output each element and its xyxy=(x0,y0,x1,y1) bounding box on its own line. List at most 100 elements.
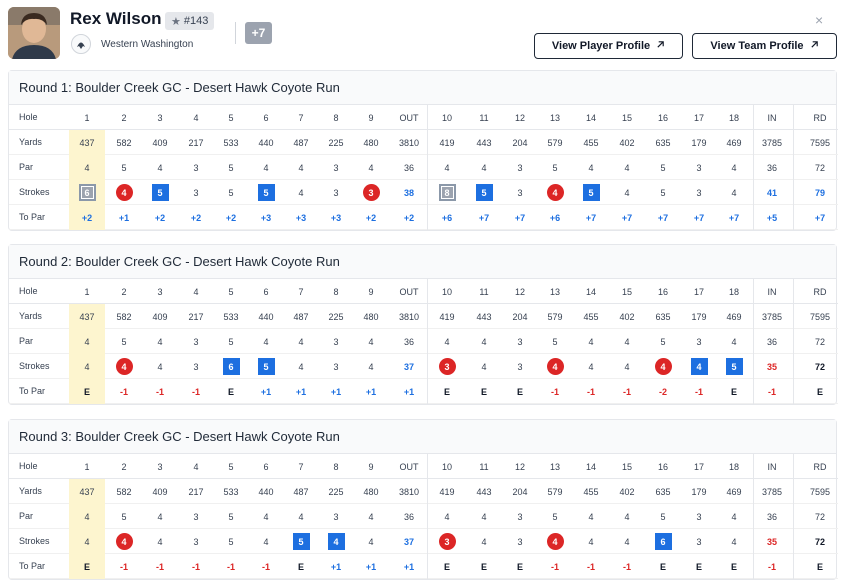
yards-value: 440 xyxy=(258,137,274,148)
hole-value: 3 xyxy=(157,286,163,297)
score-cell: 419 xyxy=(429,130,465,155)
to-par-value: +1 xyxy=(403,386,415,397)
score-cell: -1 xyxy=(178,379,214,404)
hole-value: 8 xyxy=(333,461,339,472)
score-cell: 12 xyxy=(502,105,538,130)
score-cell: -1 xyxy=(142,554,178,579)
score-cell: +7 xyxy=(466,205,502,230)
more-badge[interactable]: +7 xyxy=(245,22,272,44)
yards-value: 225 xyxy=(328,311,344,322)
to-par-value: +7 xyxy=(693,212,705,223)
yards-value: 437 xyxy=(79,486,95,497)
column-separator xyxy=(753,105,754,230)
to-par-value: -1 xyxy=(622,386,631,397)
score-cell: 440 xyxy=(248,304,284,329)
par-label: Par xyxy=(19,511,34,521)
par-value: 4 xyxy=(731,162,737,173)
stroke-value: 4 xyxy=(298,361,304,372)
close-icon[interactable]: × xyxy=(815,12,824,28)
rank-badge: ★ #143 xyxy=(165,12,215,30)
player-avatar xyxy=(8,7,60,59)
round-title: Round 3: Boulder Creek GC - Desert Hawk … xyxy=(9,420,836,454)
hole-value: IN xyxy=(767,461,777,472)
par-value: 5 xyxy=(660,511,666,522)
score-cell: OUT xyxy=(391,105,427,130)
to-par-value: +1 xyxy=(118,212,130,223)
score-cell: 36 xyxy=(391,155,427,180)
score-cell: +7 xyxy=(681,205,717,230)
score-cell: 12 xyxy=(502,279,538,304)
par-value: 4 xyxy=(368,511,374,522)
score-cell: 3 xyxy=(178,329,214,354)
hole-value: 14 xyxy=(585,112,596,123)
hole-value: 6 xyxy=(263,286,269,297)
par-value: 3 xyxy=(193,336,199,347)
yards-value: 582 xyxy=(116,486,132,497)
score-cell: 4 xyxy=(69,504,105,529)
score-cell: E xyxy=(716,554,752,579)
to-par-value: E xyxy=(480,561,487,572)
to-par-value: +6 xyxy=(549,212,561,223)
score-cell: 533 xyxy=(213,304,249,329)
to-par-value: -1 xyxy=(586,386,595,397)
score-cell: -1 xyxy=(573,554,609,579)
hole-value: 10 xyxy=(441,461,452,472)
to-par-value: -2 xyxy=(658,386,667,397)
par-value: 5 xyxy=(228,336,234,347)
yards-value: 635 xyxy=(655,486,671,497)
score-cell: 225 xyxy=(318,479,354,504)
double-bogey-marker: 6 xyxy=(78,184,96,201)
to-par-value: E xyxy=(695,561,702,572)
score-cell: 402 xyxy=(609,130,645,155)
score-cell: 4 xyxy=(142,329,178,354)
view-player-profile-button[interactable]: View Player Profile xyxy=(534,33,683,59)
score-cell: 5 xyxy=(645,180,681,205)
to-par-value: +7 xyxy=(657,212,669,223)
score-cell: 14 xyxy=(573,105,609,130)
score-cell: 4 xyxy=(429,155,465,180)
to-par-label: To Par xyxy=(19,561,46,571)
birdie-marker: 4 xyxy=(546,533,564,550)
stroke-value: 4 xyxy=(368,536,374,547)
par-row: Par 4 5 4 3 5 4 4 3 4 36 4 4 3 5 4 4 5 3 4 36 72 xyxy=(9,155,838,180)
star-icon: ★ xyxy=(171,15,181,28)
stroke-value: 5 xyxy=(660,187,666,198)
par-value: 5 xyxy=(552,162,558,173)
yards-row: Yards 437 582 409 217 533 440 487 225 480 3810 419 4… xyxy=(9,479,838,504)
score-cell: RD xyxy=(797,454,843,479)
hole-value: 16 xyxy=(657,112,668,123)
yards-value: 579 xyxy=(547,137,563,148)
score-cell: E xyxy=(797,554,843,579)
score-cell: 38 xyxy=(391,180,427,205)
strokes-label: Strokes xyxy=(19,361,50,371)
yards-value: 480 xyxy=(363,486,379,497)
score-cell: 36 xyxy=(391,504,427,529)
birdie-marker: 4 xyxy=(546,184,564,201)
score-cell: 2 xyxy=(106,105,142,130)
score-cell: -1 xyxy=(142,379,178,404)
score-cell: 5 xyxy=(537,155,573,180)
score-cell: 533 xyxy=(213,479,249,504)
yards-value: 582 xyxy=(116,137,132,148)
bogey-marker: 6 xyxy=(222,358,240,375)
score-cell: +7 xyxy=(573,205,609,230)
score-cell: 72 xyxy=(797,354,843,379)
hole-value: 16 xyxy=(657,461,668,472)
par-value: 72 xyxy=(814,162,825,173)
score-cell: 4 xyxy=(573,354,609,379)
score-cell: +6 xyxy=(537,205,573,230)
score-cell: 7 xyxy=(283,454,319,479)
header-divider xyxy=(235,22,236,44)
score-cell: 5 xyxy=(283,529,319,554)
score-cell: -1 xyxy=(609,554,645,579)
double-bogey-marker: 8 xyxy=(438,184,456,201)
score-cell: 3 xyxy=(681,329,717,354)
score-cell: +1 xyxy=(248,379,284,404)
stroke-value: 3 xyxy=(193,536,199,547)
to-par-value: +6 xyxy=(441,212,453,223)
stroke-total: 72 xyxy=(814,536,825,547)
par-value: 4 xyxy=(731,511,737,522)
view-team-profile-button[interactable]: View Team Profile xyxy=(692,33,837,59)
score-cell: 3 xyxy=(681,529,717,554)
par-value: 3 xyxy=(696,162,702,173)
